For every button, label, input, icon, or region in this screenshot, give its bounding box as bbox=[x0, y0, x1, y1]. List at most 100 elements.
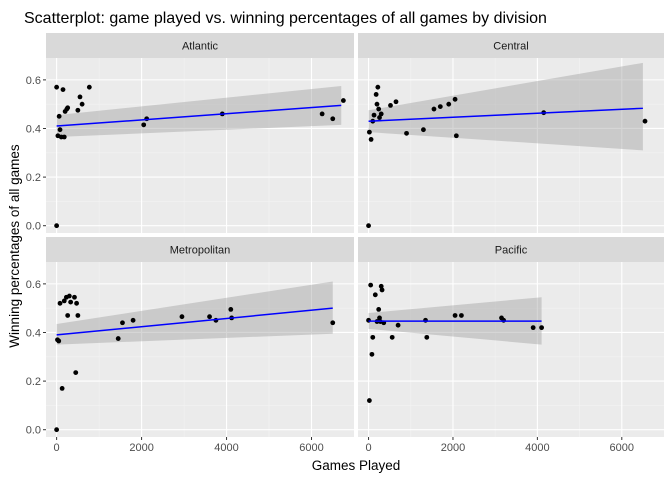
data-point bbox=[56, 113, 62, 119]
data-point bbox=[366, 129, 372, 135]
chart-title: Scatterplot: game played vs. winning per… bbox=[24, 10, 547, 27]
data-point bbox=[375, 84, 381, 90]
confidence-band bbox=[368, 62, 643, 151]
panel-central: Central bbox=[358, 33, 664, 233]
panel-pacific: Pacific 0 2000 4000 6000 bbox=[358, 237, 664, 454]
data-point bbox=[68, 299, 74, 305]
data-point bbox=[437, 104, 443, 110]
strip-label-central: Central bbox=[493, 41, 528, 53]
data-point bbox=[61, 134, 67, 140]
data-point bbox=[60, 87, 66, 92]
data-point bbox=[371, 112, 377, 118]
panel-background bbox=[46, 58, 354, 233]
data-point bbox=[79, 101, 85, 107]
x-tick-label: 4000 bbox=[214, 442, 238, 454]
data-point bbox=[424, 334, 430, 340]
data-point bbox=[395, 322, 401, 328]
data-point bbox=[377, 315, 382, 321]
data-point bbox=[452, 96, 458, 102]
data-point bbox=[393, 99, 399, 105]
data-point bbox=[65, 313, 71, 318]
data-point bbox=[389, 334, 395, 340]
strip-label-metropolitan: Metropolitan bbox=[170, 245, 231, 257]
data-point bbox=[379, 287, 385, 293]
data-point bbox=[130, 317, 136, 323]
data-point bbox=[376, 106, 382, 112]
panel-metropolitan: Metropolitan 0.0 0.2 0.4 0.6 0 2000 4000 6000 bbox=[26, 237, 354, 454]
data-point bbox=[330, 320, 336, 326]
data-point bbox=[330, 116, 336, 122]
y-tick-label: 0.0 bbox=[26, 221, 41, 233]
panel-background bbox=[358, 58, 664, 233]
data-point bbox=[421, 127, 426, 133]
data-point bbox=[73, 370, 79, 375]
data-point bbox=[404, 130, 409, 136]
y-tick-label: 0.6 bbox=[26, 75, 41, 87]
data-point bbox=[54, 427, 60, 433]
strip-background bbox=[46, 237, 354, 262]
data-point bbox=[57, 300, 63, 306]
strip-background bbox=[358, 237, 664, 262]
y-tick-label: 0.6 bbox=[26, 279, 41, 291]
data-point bbox=[368, 282, 374, 288]
y-tick-label: 0.4 bbox=[26, 123, 41, 135]
data-point bbox=[319, 111, 325, 117]
data-point bbox=[378, 111, 384, 117]
strip-background bbox=[358, 33, 664, 58]
x-tick-label: 0 bbox=[365, 442, 371, 454]
data-point bbox=[61, 298, 67, 304]
x-tick-label: 4000 bbox=[525, 442, 549, 454]
y-axis-title: Winning percentages of all games bbox=[7, 144, 22, 348]
panel-background bbox=[46, 262, 354, 437]
data-point bbox=[453, 133, 459, 139]
data-point bbox=[340, 98, 346, 103]
strip-label-pacific: Pacific bbox=[495, 245, 528, 257]
data-point bbox=[376, 306, 382, 312]
x-axis-title: Games Played bbox=[312, 458, 401, 473]
fit-line bbox=[368, 107, 643, 122]
data-point bbox=[228, 306, 234, 312]
data-point bbox=[372, 292, 378, 298]
data-point bbox=[378, 283, 384, 289]
data-point bbox=[120, 320, 125, 326]
data-point bbox=[388, 102, 393, 108]
fit-line bbox=[56, 104, 342, 127]
data-point bbox=[530, 325, 536, 331]
data-point bbox=[431, 106, 437, 112]
data-point bbox=[179, 314, 185, 320]
data-point bbox=[446, 101, 452, 107]
data-point bbox=[141, 122, 147, 128]
data-point bbox=[539, 325, 544, 331]
x-tick-label: 2000 bbox=[441, 442, 465, 454]
data-point bbox=[370, 334, 376, 340]
data-point bbox=[459, 313, 464, 318]
data-point bbox=[72, 294, 77, 300]
data-point bbox=[373, 92, 379, 97]
data-point bbox=[366, 398, 372, 403]
data-point bbox=[207, 314, 212, 320]
data-point bbox=[75, 313, 81, 318]
facet-panels: Atlantic 0.0 0.2 0.4 0.6 Central Metropolitan 0… bbox=[26, 33, 664, 454]
y-tick-label: 0.2 bbox=[26, 172, 41, 184]
data-point bbox=[56, 338, 62, 344]
strip-label-atlantic: Atlantic bbox=[182, 41, 219, 53]
y-tick-label: 0.2 bbox=[26, 376, 41, 388]
strip-background bbox=[46, 33, 354, 58]
fit-line bbox=[56, 307, 333, 336]
y-tick-label: 0.4 bbox=[26, 327, 41, 339]
data-point bbox=[66, 293, 72, 299]
data-point bbox=[115, 336, 121, 341]
data-point bbox=[377, 115, 382, 120]
panel-background bbox=[358, 262, 664, 437]
data-point bbox=[86, 84, 92, 90]
x-tick-label: 6000 bbox=[299, 442, 323, 454]
data-point bbox=[452, 313, 458, 318]
data-point bbox=[368, 137, 374, 142]
data-point bbox=[369, 351, 375, 357]
data-point bbox=[57, 127, 63, 133]
data-point bbox=[642, 118, 648, 124]
data-point bbox=[54, 84, 60, 90]
x-tick-label: 2000 bbox=[129, 442, 153, 454]
data-point bbox=[366, 223, 371, 229]
